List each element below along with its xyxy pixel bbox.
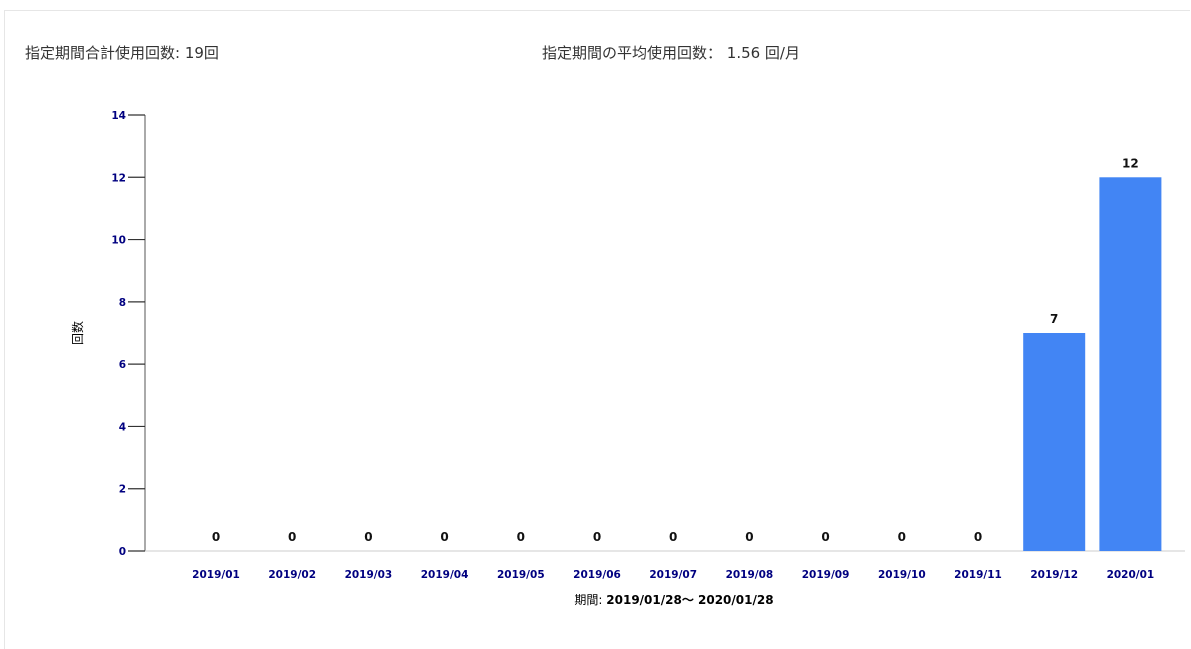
x-tick-label-2019/07: 2019/07 (649, 569, 697, 581)
x-tick-label-2019/05: 2019/05 (497, 569, 545, 581)
x-tick-label-2019/06: 2019/06 (573, 569, 621, 581)
data-label-2019/06: 0 (593, 530, 601, 544)
x-tick-label-2019/09: 2019/09 (802, 569, 850, 581)
x-tick-label-2019/11: 2019/11 (954, 569, 1002, 581)
data-label-2020/01: 12 (1122, 156, 1139, 170)
x-tick-label-2019/12: 2019/12 (1030, 569, 1078, 581)
bar-2019/12 (1023, 333, 1086, 551)
data-label-2019/07: 0 (669, 530, 677, 544)
y-tick-label-14: 14 (111, 110, 126, 122)
bars (1023, 177, 1162, 552)
data-label-2019/01: 0 (212, 530, 220, 544)
y-tick-label-8: 8 (119, 297, 126, 309)
x-axis-title: 期間: 2019/01/28～ 2020/01/28 (574, 593, 773, 607)
data-label-2019/05: 0 (517, 530, 525, 544)
data-label-2019/09: 0 (821, 530, 829, 544)
y-tick-label-12: 12 (111, 172, 126, 184)
data-label-2019/03: 0 (364, 530, 372, 544)
y-tick-label-6: 6 (119, 359, 126, 371)
y-tick-label-4: 4 (119, 421, 126, 433)
data-label-2019/02: 0 (288, 530, 296, 544)
x-tick-label-2019/04: 2019/04 (421, 569, 469, 581)
x-axis-title-range: 2019/01/28～ 2020/01/28 (606, 593, 773, 607)
x-tick-label-2019/10: 2019/10 (878, 569, 926, 581)
data-labels: 0 0 0 0 0 0 0 0 0 0 0 7 12 (212, 156, 1139, 544)
y-axis: 0 2 4 6 8 10 12 14 (111, 110, 146, 558)
data-label-2019/12: 7 (1050, 312, 1058, 326)
y-tick-label-0: 0 (119, 546, 126, 558)
x-tick-label-2019/03: 2019/03 (345, 569, 393, 581)
data-label-2019/11: 0 (974, 530, 982, 544)
data-label-2019/08: 0 (745, 530, 753, 544)
data-label-2019/04: 0 (440, 530, 448, 544)
y-axis-title: 回数 (70, 321, 85, 345)
bar-2020/01 (1099, 177, 1162, 552)
x-tick-label-2019/02: 2019/02 (268, 569, 316, 581)
x-axis-title-prefix: 期間: (574, 593, 606, 607)
x-tick-label-2019/08: 2019/08 (726, 569, 774, 581)
x-tick-label-2020/01: 2020/01 (1107, 569, 1155, 581)
average-usage-summary: 指定期間の平均使用回数： 1.56 回/月 (542, 44, 800, 62)
total-usage-summary: 指定期間合計使用回数: 19回 (25, 44, 219, 62)
y-tick-label-2: 2 (119, 484, 126, 496)
data-label-2019/10: 0 (898, 530, 906, 544)
x-axis: 2019/01 2019/02 2019/03 2019/04 2019/05 2019/… (145, 550, 1185, 581)
chart-panel (4, 10, 1190, 649)
y-tick-label-10: 10 (111, 235, 126, 247)
x-tick-label-2019/01: 2019/01 (192, 569, 240, 581)
